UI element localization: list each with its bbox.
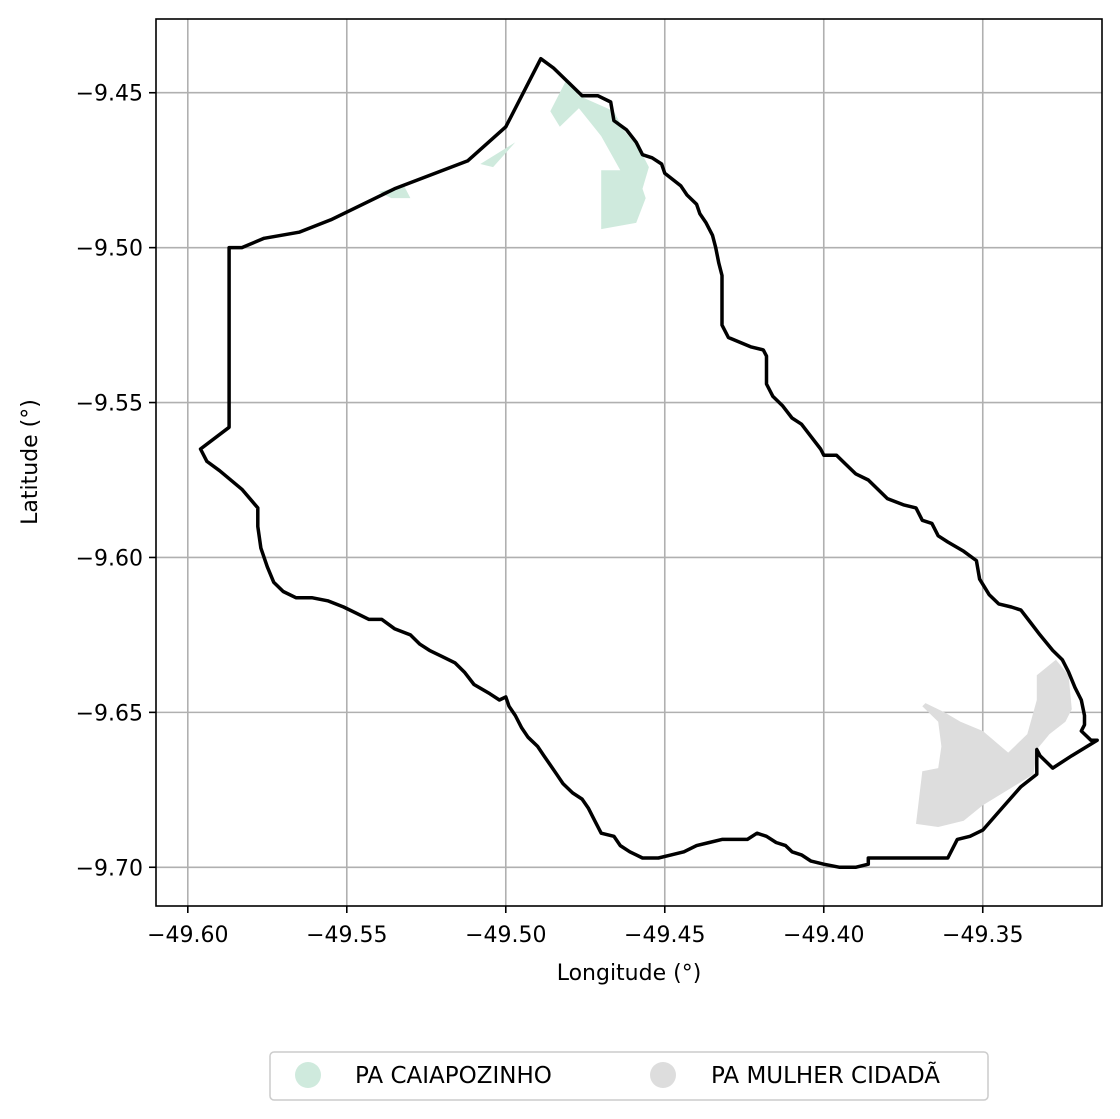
settlement-polygon-pa-caiapozinho bbox=[378, 185, 411, 199]
y-axis-title: Latitude (°) bbox=[18, 399, 43, 525]
legend: PA CAIAPOZINHO PA MULHER CIDADÃ bbox=[269, 1051, 989, 1101]
legend-marker-caiapozinho bbox=[295, 1062, 321, 1088]
settlement-polygons bbox=[378, 80, 1072, 827]
y-tick-label: −9.50 bbox=[76, 237, 143, 262]
y-tick-label: −9.55 bbox=[76, 392, 143, 417]
legend-label-caiapozinho: PA CAIAPOZINHO bbox=[355, 1063, 552, 1089]
y-tick-label: −9.70 bbox=[76, 856, 143, 881]
settlement-polygon-pa-mulher-cidad- bbox=[916, 659, 1072, 827]
x-tick-label: −49.35 bbox=[942, 923, 1023, 948]
y-tick-label: −9.45 bbox=[76, 82, 143, 107]
x-tick-label: −49.60 bbox=[147, 923, 228, 948]
x-axis-ticks: −49.60 −49.55 −49.50 −49.45 −49.40 −49.35 bbox=[147, 906, 1023, 948]
legend-label-mulher-cidada: PA MULHER CIDADÃ bbox=[711, 1061, 940, 1089]
x-tick-label: −49.40 bbox=[783, 923, 864, 948]
y-axis-ticks: −9.45 −9.50 −9.55 −9.60 −9.65 −9.70 bbox=[76, 82, 156, 881]
settlement-polygon-pa-caiapozinho bbox=[480, 142, 516, 168]
x-tick-label: −49.45 bbox=[624, 923, 705, 948]
gridlines bbox=[156, 19, 1102, 906]
x-tick-label: −49.50 bbox=[465, 923, 546, 948]
legend-marker-mulher-cidada bbox=[650, 1062, 676, 1088]
plot-frame bbox=[155, 18, 1103, 907]
municipality-boundary bbox=[198, 56, 1099, 870]
settlement-polygon-pa-caiapozinho bbox=[550, 80, 649, 230]
legend-box bbox=[269, 1051, 989, 1101]
y-tick-label: −9.60 bbox=[76, 546, 143, 571]
x-tick-label: −49.55 bbox=[306, 923, 387, 948]
y-tick-label: −9.65 bbox=[76, 701, 143, 726]
boundary-outline bbox=[198, 56, 1099, 870]
x-axis-title: Longitude (°) bbox=[557, 961, 702, 986]
